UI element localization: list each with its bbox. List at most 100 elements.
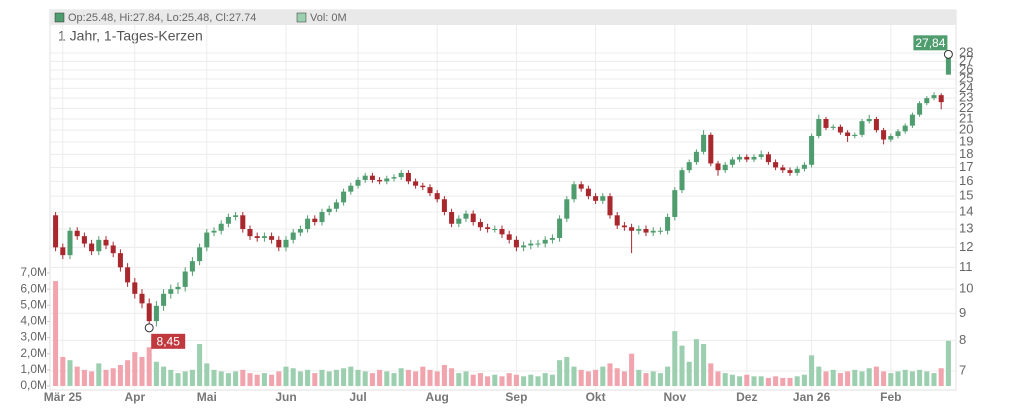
volume-bar <box>168 369 174 386</box>
volume-bar <box>384 371 390 386</box>
candle-body <box>168 289 174 294</box>
candle-body <box>758 154 764 157</box>
candle-body <box>319 212 325 223</box>
volume-bar <box>693 339 699 386</box>
y-tick-label: 25 <box>959 70 973 85</box>
y2-tick-label: 6,0M <box>20 281 47 295</box>
volume-bar <box>679 345 685 386</box>
volume-bar <box>837 373 843 386</box>
volume-bar <box>686 361 692 386</box>
candle-body <box>384 178 390 182</box>
volume-bar <box>859 371 865 386</box>
volume-bar <box>614 368 620 386</box>
y-tick-label: 14 <box>959 203 973 218</box>
candle-body <box>175 286 181 290</box>
y-tick-label: 21 <box>959 110 973 125</box>
candle-body <box>103 239 109 246</box>
volume-bar <box>189 369 195 386</box>
candle-body <box>456 218 462 224</box>
volume-bar <box>269 374 275 386</box>
candle-body <box>917 103 923 115</box>
x-tick-label: Sep <box>505 390 527 404</box>
volume-bar <box>931 373 937 386</box>
candle-body <box>125 267 131 283</box>
legend-swatch <box>54 12 65 23</box>
y-tick-label: 10 <box>959 281 973 296</box>
candle-body <box>276 239 282 248</box>
volume-bar <box>485 376 491 386</box>
volume-bar <box>521 376 527 386</box>
volume-bar <box>902 369 908 386</box>
volume-bar <box>823 371 829 386</box>
candle-body <box>117 253 123 268</box>
extreme-label: 8,45 <box>157 334 181 348</box>
volume-text: Vol: 0M <box>310 12 347 24</box>
volume-bar <box>96 363 102 386</box>
volume-bar <box>650 371 656 386</box>
volume-bar <box>420 366 426 386</box>
volume-bar <box>247 373 253 386</box>
candle-body <box>254 236 260 238</box>
header-bar <box>50 10 956 25</box>
candle-body <box>89 243 95 252</box>
candle-body <box>701 134 707 152</box>
y-tick-label: 17 <box>959 159 973 174</box>
volume-bar <box>845 371 851 386</box>
ohlc-text: Op:25.48, Hi:27.84, Lo:25.48, Cl:27.74 <box>68 12 256 24</box>
candle-body <box>341 191 347 203</box>
x-tick-label: Feb <box>880 390 901 404</box>
candle-body <box>305 218 311 229</box>
volume-bar <box>117 365 123 386</box>
candle-body <box>571 184 577 200</box>
y-tick-label: 18 <box>959 146 973 161</box>
volume-bar <box>506 373 512 386</box>
volume-bar <box>780 377 786 386</box>
x-tick-label: Jun <box>275 390 296 404</box>
candle-body <box>629 227 635 231</box>
candle-body <box>492 228 498 230</box>
volume-bar <box>333 369 339 386</box>
y-tick-label: 7 <box>959 362 966 377</box>
volume-bar <box>413 371 419 386</box>
candle-body <box>269 236 275 240</box>
candle-body <box>427 187 433 194</box>
candle-body <box>521 245 527 248</box>
volume-bar <box>636 369 642 386</box>
candle-body <box>780 167 786 171</box>
volume-bar <box>139 356 145 386</box>
candle-body <box>377 179 383 182</box>
volume-bar <box>81 369 87 386</box>
y-tick-label: 22 <box>959 100 973 115</box>
candle-body <box>945 55 951 75</box>
candle-body <box>189 261 195 272</box>
volume-bar <box>341 368 347 386</box>
volume-bars <box>53 281 951 386</box>
volume-bar <box>89 371 95 386</box>
volume-bar <box>319 369 325 386</box>
y2-tick-label: 7,0M <box>20 265 47 279</box>
legend-swatch <box>296 12 307 23</box>
volume-bar <box>917 369 923 386</box>
volume-bar <box>571 366 577 386</box>
volume-bar <box>434 371 440 386</box>
volume-bar <box>600 366 606 386</box>
volume-bar <box>787 377 793 386</box>
volume-bar <box>535 376 541 386</box>
labels: 7891011121314151617181920212223242526272… <box>20 35 973 404</box>
volume-bar <box>722 373 728 386</box>
volume-bar <box>175 373 181 386</box>
candle-body <box>823 118 829 128</box>
y-tick-label: 13 <box>959 220 973 235</box>
volume-bar <box>499 376 505 386</box>
volume-bar <box>132 352 138 386</box>
candle-body <box>398 172 404 178</box>
candle-body <box>585 188 591 197</box>
candle-body <box>845 132 851 136</box>
candle-body <box>506 234 512 240</box>
candle-body <box>225 216 231 224</box>
candle-body <box>679 170 685 191</box>
candle-body <box>715 163 721 171</box>
candle-body <box>420 185 426 188</box>
volume-bar <box>801 374 807 386</box>
candle-body <box>434 193 440 200</box>
